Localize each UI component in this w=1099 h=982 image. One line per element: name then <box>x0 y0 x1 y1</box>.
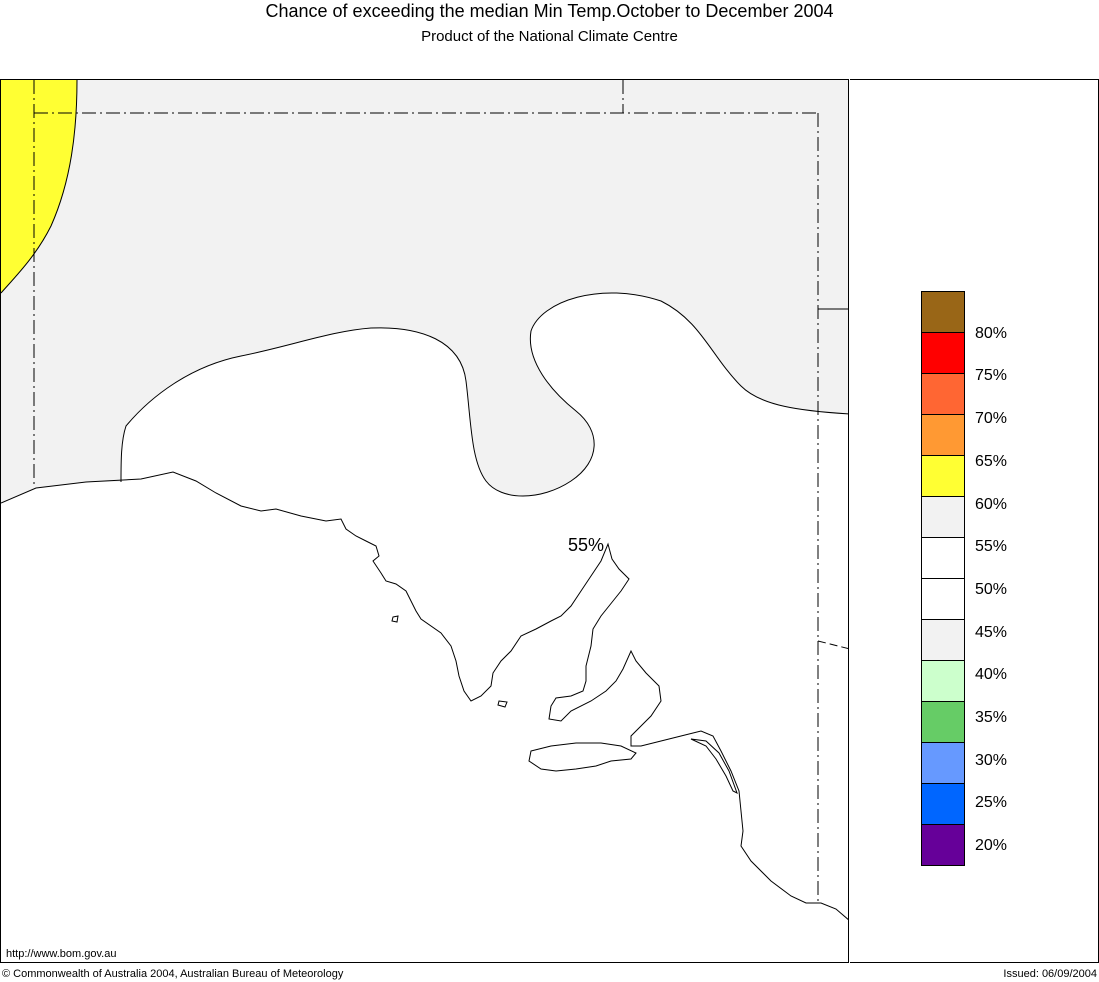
legend-label: 35% <box>975 709 1008 726</box>
kangaroo-island <box>528 742 637 772</box>
legend-label: 45% <box>975 623 1008 641</box>
legend-label: 50% <box>975 580 1008 598</box>
copyright-notice: © Commonwealth of Australia 2004, Austra… <box>2 968 344 980</box>
legend-swatch <box>921 291 965 333</box>
map-panel: 55% <box>0 79 849 963</box>
legend-swatch <box>921 332 965 374</box>
region-55-60 <box>1 80 848 503</box>
legend-swatch <box>921 373 965 415</box>
legend-swatch <box>921 783 965 825</box>
legend-swatch <box>921 660 965 702</box>
legend-label: 55% <box>975 538 1008 556</box>
coastline <box>1 471 848 920</box>
legend-label: 75% <box>975 367 1008 385</box>
legend-swatch <box>921 824 965 866</box>
state-borders <box>33 80 819 903</box>
coorong-lagoon <box>690 738 738 795</box>
map-subtitle: Product of the National Climate Centre <box>421 28 678 45</box>
legend-label: 65% <box>975 452 1008 470</box>
legend-swatch <box>921 701 965 743</box>
legend-swatch <box>921 742 965 784</box>
legend-label: 20% <box>975 837 1008 855</box>
map-canvas <box>1 80 848 920</box>
legend-swatch <box>921 455 965 497</box>
legend-swatch <box>921 619 965 661</box>
legend-swatch <box>921 496 965 538</box>
legend-swatch <box>921 578 965 620</box>
legend-colorbar <box>921 291 965 866</box>
legend-label: 25% <box>975 794 1008 812</box>
legend-swatch <box>921 537 965 579</box>
region-60-65 <box>1 80 77 293</box>
source-url: http://www.bom.gov.au <box>6 948 117 960</box>
contour-label-55: 55% <box>568 535 605 555</box>
issued-date: Issued: 06/09/2004 <box>1003 968 1097 980</box>
legend-label: 70% <box>975 410 1008 428</box>
legend-label: 60% <box>975 495 1008 513</box>
legend-swatch <box>921 414 965 456</box>
small-island <box>391 615 399 623</box>
map-title: Chance of exceeding the median Min Temp.… <box>265 1 834 21</box>
contour-60 <box>1 80 78 294</box>
legend-panel: 80% 75% 70% 65% 60% 55% 50% 45% 40% 35% 30% 25% 20% <box>850 79 1099 963</box>
state-border-solid <box>817 640 848 650</box>
legend-label: 80% <box>975 324 1008 342</box>
legend-label: 30% <box>975 751 1008 769</box>
small-island <box>497 700 508 708</box>
legend-label: 40% <box>975 666 1008 684</box>
contour-55 <box>120 292 848 497</box>
